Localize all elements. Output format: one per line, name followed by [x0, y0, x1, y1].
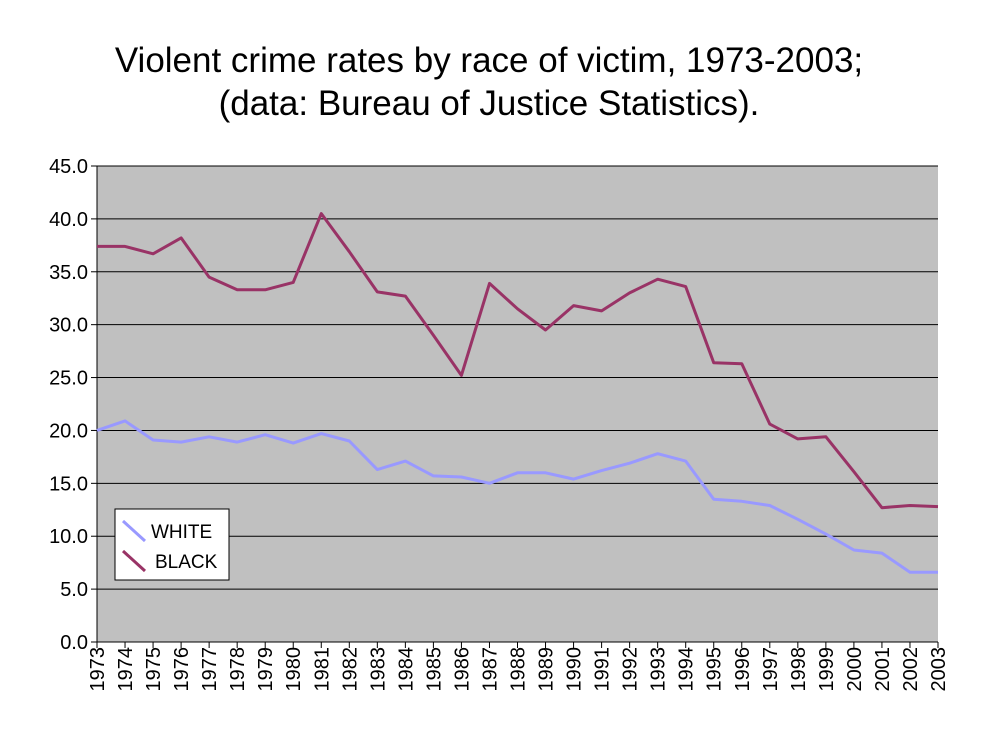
x-tick-label: 1979	[255, 647, 277, 692]
axes: 0.0 5.0 10.0 15.0 20.0 25.0 30.0 35.0 40.0 45.0 19…	[49, 156, 950, 692]
x-tick-label: 1992	[620, 647, 642, 692]
x-tick-label: 1981	[311, 647, 333, 692]
x-tick-label: 1977	[199, 647, 221, 692]
legend-swatch-black	[121, 549, 147, 573]
x-tick-label: 1976	[171, 647, 193, 692]
x-tick-label: 2002	[900, 647, 922, 692]
x-tick-label: 2001	[872, 647, 894, 692]
x-tick-label: 1991	[592, 647, 614, 692]
series-line-black	[97, 212, 939, 510]
x-tick-label: 1990	[564, 647, 586, 692]
y-tick-label: 20.0	[49, 420, 88, 442]
legend-box	[114, 508, 230, 581]
legend: WHITE BLACK	[114, 508, 230, 581]
x-tick-label: 1983	[367, 647, 389, 692]
x-tick-label: 1989	[536, 647, 558, 692]
x-tick-label: 1988	[508, 647, 530, 692]
x-tick-label: 2003	[928, 647, 950, 692]
y-tick-label: 5.0	[60, 579, 88, 601]
y-tick-label: 40.0	[49, 209, 88, 231]
y-tick-label: 45.0	[49, 156, 88, 178]
x-tick-label: 1985	[423, 647, 445, 692]
x-tick-label: 1984	[395, 647, 417, 692]
x-tick-label: 1987	[479, 647, 501, 692]
series-lines	[96, 212, 939, 574]
chart-subtitle: (data: Bureau of Justice Statistics).	[219, 84, 760, 123]
chart-title: Violent crime rates by race of victim, 1…	[115, 41, 863, 80]
x-tick-label: 1980	[283, 647, 305, 692]
legend-label-white: WHITE	[151, 522, 212, 543]
y-tick-label: 35.0	[49, 262, 88, 284]
plot-area	[97, 166, 938, 642]
x-tick-label: 1996	[732, 647, 754, 692]
x-tick-label: 1999	[816, 647, 838, 692]
gridlines	[97, 165, 938, 643]
x-tick-label: 1995	[704, 647, 726, 692]
x-tick-label: 1982	[339, 647, 361, 692]
series-line-white	[96, 419, 938, 574]
x-tick-label: 1994	[676, 647, 698, 692]
x-tick-label: 1993	[648, 647, 670, 692]
x-tick-label: 1974	[115, 647, 137, 692]
y-tick-label: 0.0	[60, 632, 88, 654]
y-tick-label: 15.0	[49, 473, 88, 495]
x-tick-label: 1997	[760, 647, 782, 692]
x-tick-label: 1975	[143, 647, 165, 692]
x-tick-label: 1978	[227, 647, 249, 692]
y-tick-label: 10.0	[49, 526, 88, 548]
x-tick-label: 2000	[844, 647, 866, 692]
legend-swatch-white	[121, 519, 147, 543]
x-tick-label: 1986	[451, 647, 473, 692]
legend-label-black: BLACK	[155, 552, 218, 573]
x-tick-label: 1998	[788, 647, 810, 692]
x-tick-label: 1973	[87, 647, 109, 692]
y-tick-label: 25.0	[49, 368, 88, 390]
y-tick-label: 30.0	[49, 315, 88, 337]
